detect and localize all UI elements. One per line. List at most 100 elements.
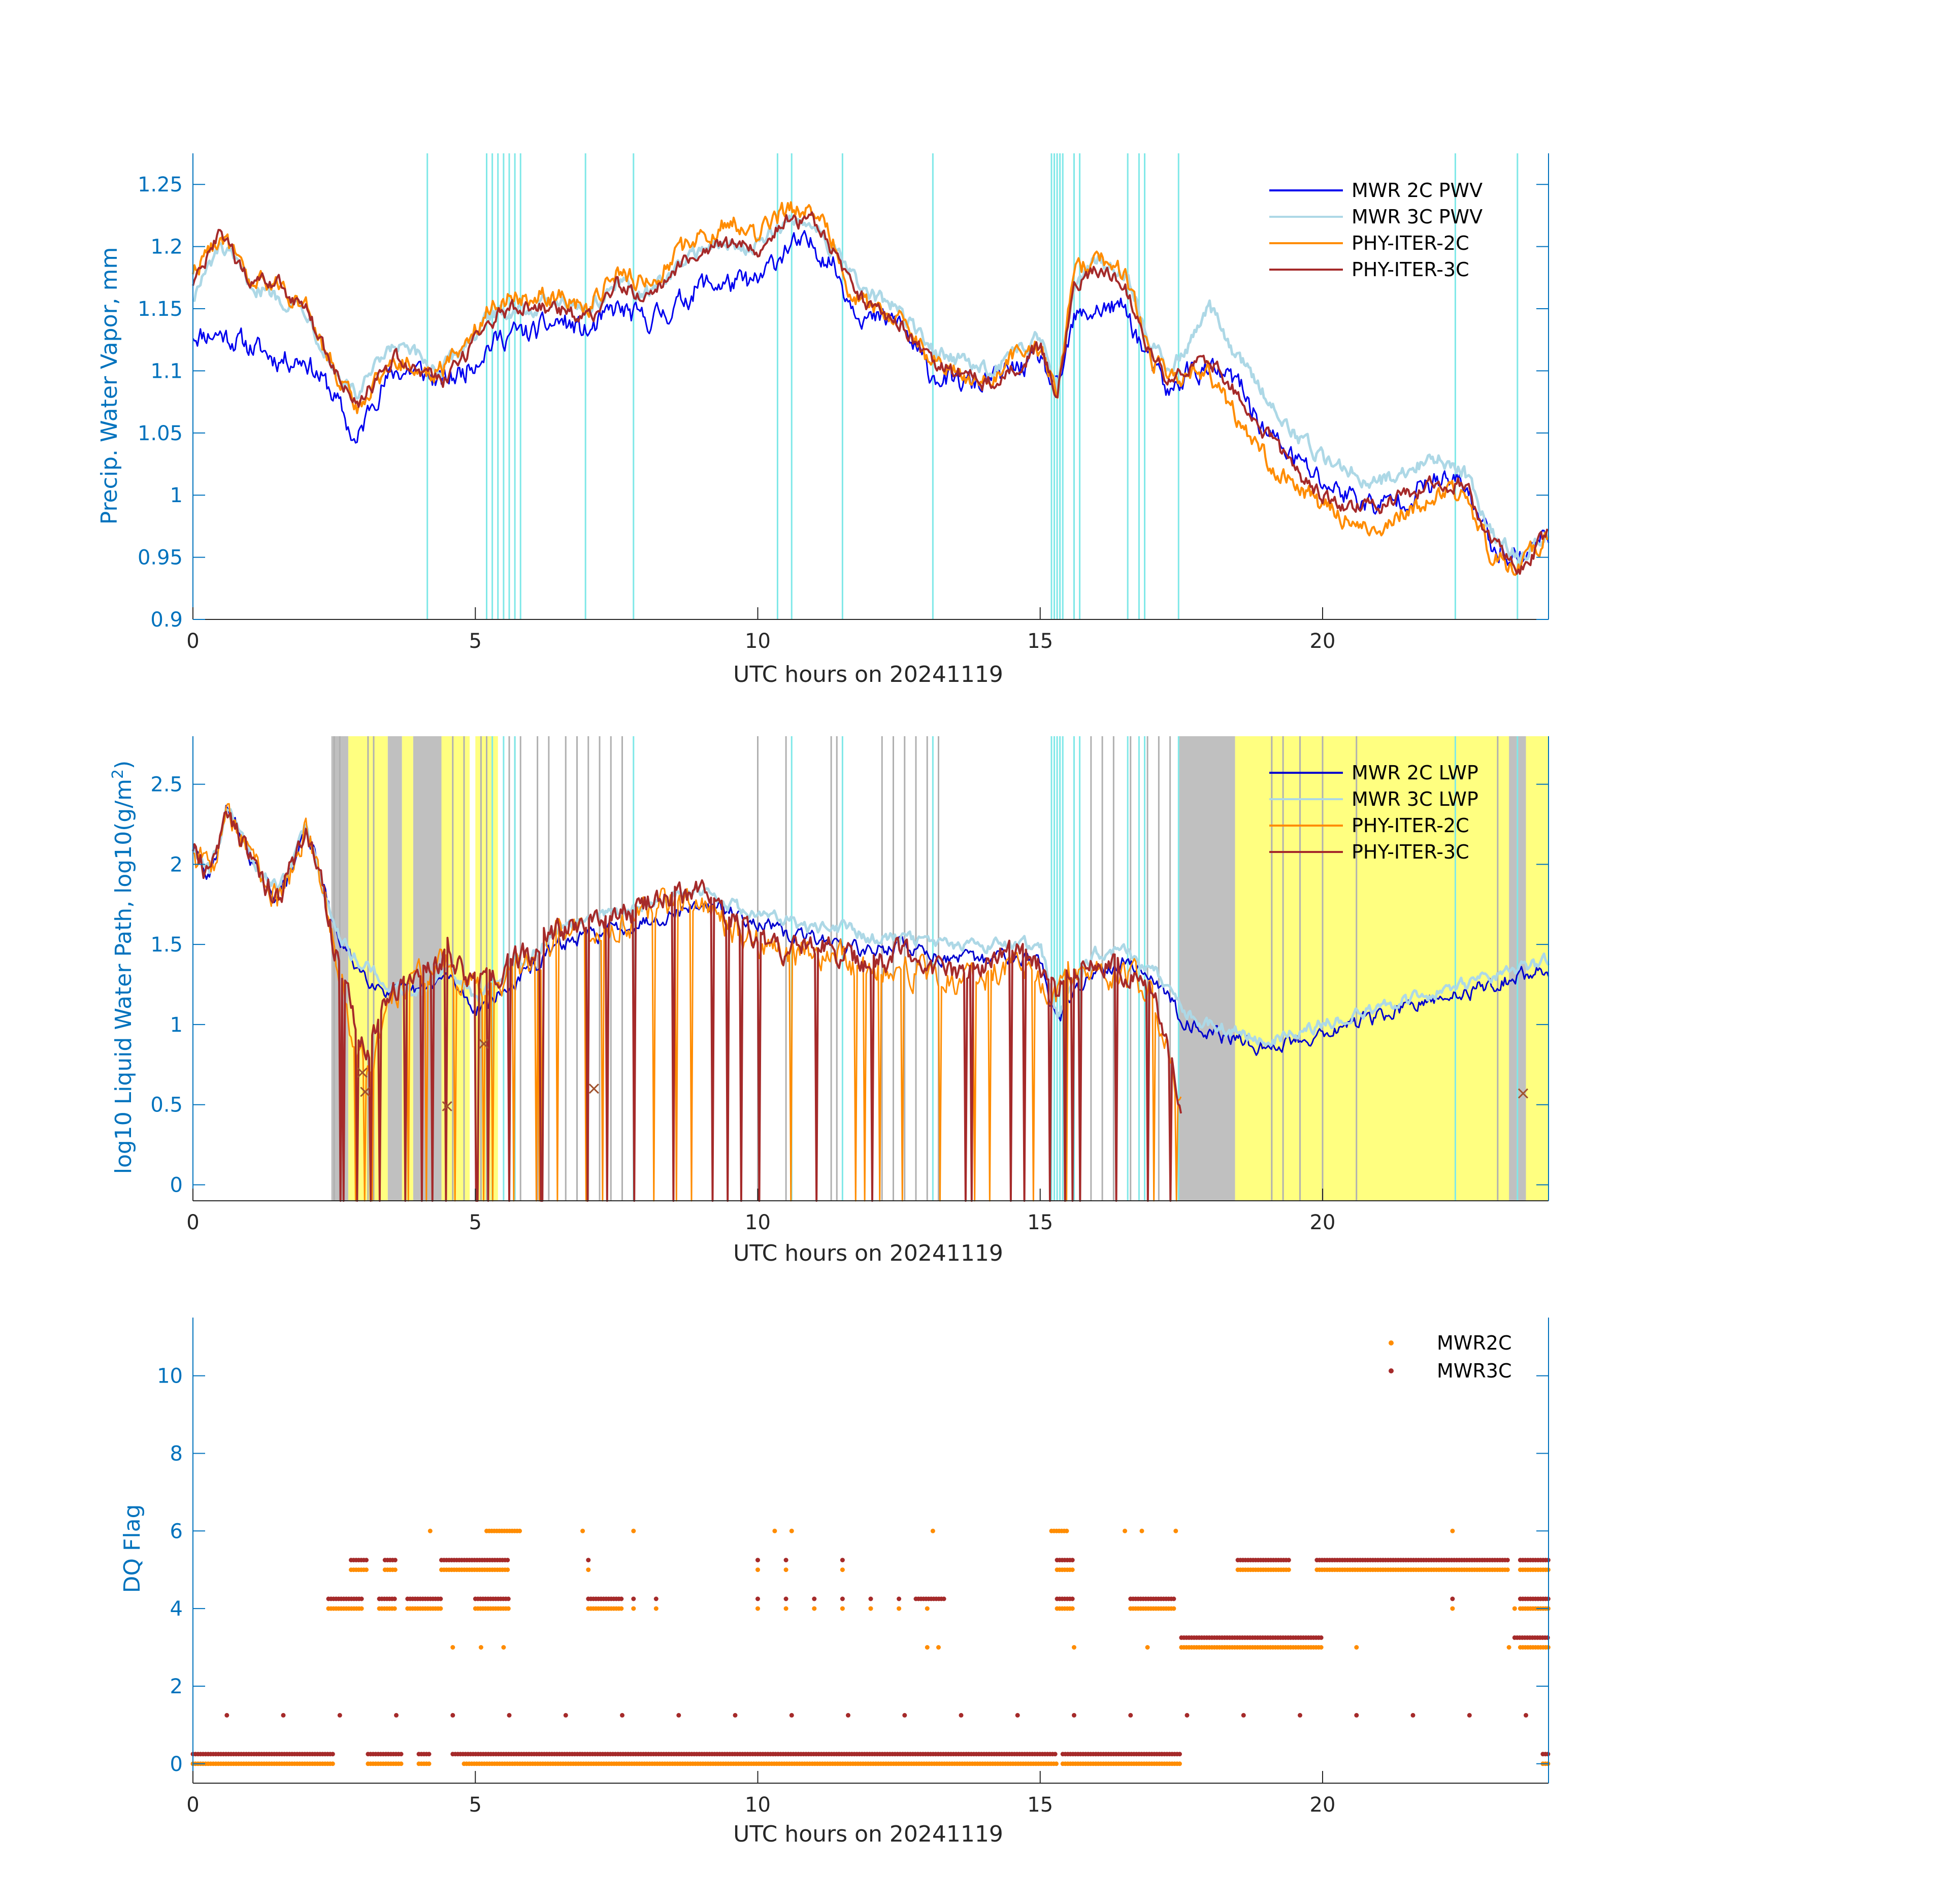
pwv-flag-lines [426, 153, 1519, 619]
y-tick-label: 1.2 [150, 236, 183, 259]
dq-point [1054, 1761, 1059, 1766]
dq-point [902, 1713, 907, 1718]
pwv-series [192, 201, 1550, 576]
dq-point [517, 1528, 522, 1533]
dq-point [925, 1645, 930, 1650]
dq-point [438, 1606, 443, 1611]
x-marker [360, 1087, 371, 1097]
lwp-x-axis-label: UTC hours on 20241119 [733, 1240, 1003, 1266]
dq-point [653, 1606, 659, 1611]
dq-point [1128, 1713, 1133, 1718]
x-tick-label: 0 [186, 1793, 199, 1817]
dq-point [930, 1528, 935, 1533]
series-line-mwr-3c-lwp [192, 807, 1550, 1047]
dq-point [1064, 1528, 1069, 1533]
dq-point [1512, 1606, 1517, 1611]
dq-point [1450, 1606, 1455, 1611]
legend-label: MWR 3C LWP [1352, 788, 1478, 810]
dq-point [450, 1645, 455, 1650]
legend-label: PHY-ITER-2C [1352, 232, 1469, 254]
dq-point [364, 1567, 369, 1572]
dq-point [812, 1606, 817, 1611]
dq-panel: 0 5 10 15 20 0 2 4 6 8 10 UTC hours on 20241119 DQ… [119, 1318, 1551, 1847]
dq-point [1139, 1528, 1144, 1533]
dq-point [1354, 1713, 1359, 1718]
y-tick-label: 2 [170, 1675, 183, 1698]
legend-swatch [1389, 1340, 1394, 1345]
x-tick-label: 5 [469, 1793, 482, 1817]
dq-point [399, 1752, 404, 1757]
dq-point [676, 1713, 681, 1718]
dq-point [1177, 1752, 1182, 1757]
dq-series-mwr3c [190, 1558, 1551, 1757]
dq-point [619, 1606, 624, 1611]
legend-label: MWR 3C PWV [1352, 206, 1483, 228]
dq-point [620, 1713, 624, 1718]
y-tick-label: 8 [170, 1442, 183, 1465]
dq-y-axis-label: DQ Flag [119, 1504, 145, 1593]
dq-point [959, 1713, 964, 1718]
dq-x-axis-label: UTC hours on 20241119 [733, 1821, 1003, 1847]
y-tick-label: 1.15 [138, 298, 183, 321]
dq-point [337, 1713, 342, 1718]
legend-label: MWR 2C PWV [1352, 179, 1483, 202]
x-marker [1518, 1088, 1529, 1099]
x-tick-label: 0 [186, 1211, 199, 1234]
x-tick-label: 15 [1027, 1211, 1053, 1234]
dq-point [812, 1596, 817, 1601]
x-tick-label: 20 [1310, 1793, 1336, 1817]
legend-label: PHY-ITER-3C [1352, 258, 1469, 281]
dq-point [653, 1596, 659, 1601]
dq-point [1524, 1713, 1528, 1718]
dq-axes: 0 5 10 15 20 0 2 4 6 8 10 [157, 1318, 1549, 1817]
dq-point [619, 1596, 624, 1601]
x-marker [478, 1038, 489, 1049]
x-marker [588, 1084, 599, 1094]
dq-point [925, 1606, 930, 1611]
dq-point [1070, 1596, 1075, 1601]
y-tick-label: 2 [170, 853, 183, 876]
dq-point [330, 1752, 335, 1757]
legend-swatch [1389, 1368, 1394, 1373]
dq-point [840, 1567, 845, 1572]
dq-point [941, 1596, 946, 1601]
dq-point [426, 1752, 432, 1757]
dq-point [1298, 1713, 1302, 1718]
dq-point [789, 1528, 794, 1533]
x-tick-label: 10 [745, 630, 771, 653]
x-marker [357, 1067, 368, 1078]
dq-point [1319, 1645, 1324, 1650]
dq-point [563, 1713, 568, 1718]
dq-point [631, 1528, 636, 1533]
dq-point [868, 1606, 873, 1611]
pwv-x-axis-label: UTC hours on 20241119 [733, 662, 1003, 687]
dq-point [1123, 1528, 1128, 1533]
dq-point [426, 1761, 432, 1766]
dq-point [840, 1558, 845, 1563]
dq-point [733, 1713, 738, 1718]
dq-point [783, 1558, 788, 1563]
series-line-mwr-2c-pwv [192, 230, 1550, 566]
dq-point [501, 1645, 506, 1650]
legend-label: PHY-ITER-3C [1352, 841, 1469, 863]
legend-label: MWR2C [1437, 1332, 1511, 1354]
dq-point [783, 1567, 788, 1572]
dq-point [505, 1558, 510, 1563]
x-tick-label: 0 [186, 630, 199, 653]
dq-point [789, 1713, 794, 1718]
dq-point [1072, 1645, 1076, 1650]
dq-point [450, 1713, 455, 1718]
dq-point [1070, 1567, 1075, 1572]
dq-point [478, 1645, 483, 1650]
dq-point [783, 1596, 788, 1601]
dq-point [1177, 1761, 1182, 1766]
dq-point [755, 1558, 760, 1563]
lwp-legend: MWR 2C LWP MWR 3C LWP PHY-ITER-2C PHY-ITER-… [1269, 762, 1478, 863]
dq-point [1070, 1606, 1075, 1611]
y-tick-label: 1 [170, 484, 183, 507]
dq-point [506, 1596, 511, 1601]
dq-series [190, 1528, 1551, 1766]
dq-point [1052, 1752, 1058, 1757]
lwp-y-axis-label: log10 Liquid Water Path, log10(g/m2) [109, 761, 137, 1174]
lwp-axes: 0 5 10 15 20 0 0.5 1 1.5 2 2.5 [150, 736, 1549, 1234]
